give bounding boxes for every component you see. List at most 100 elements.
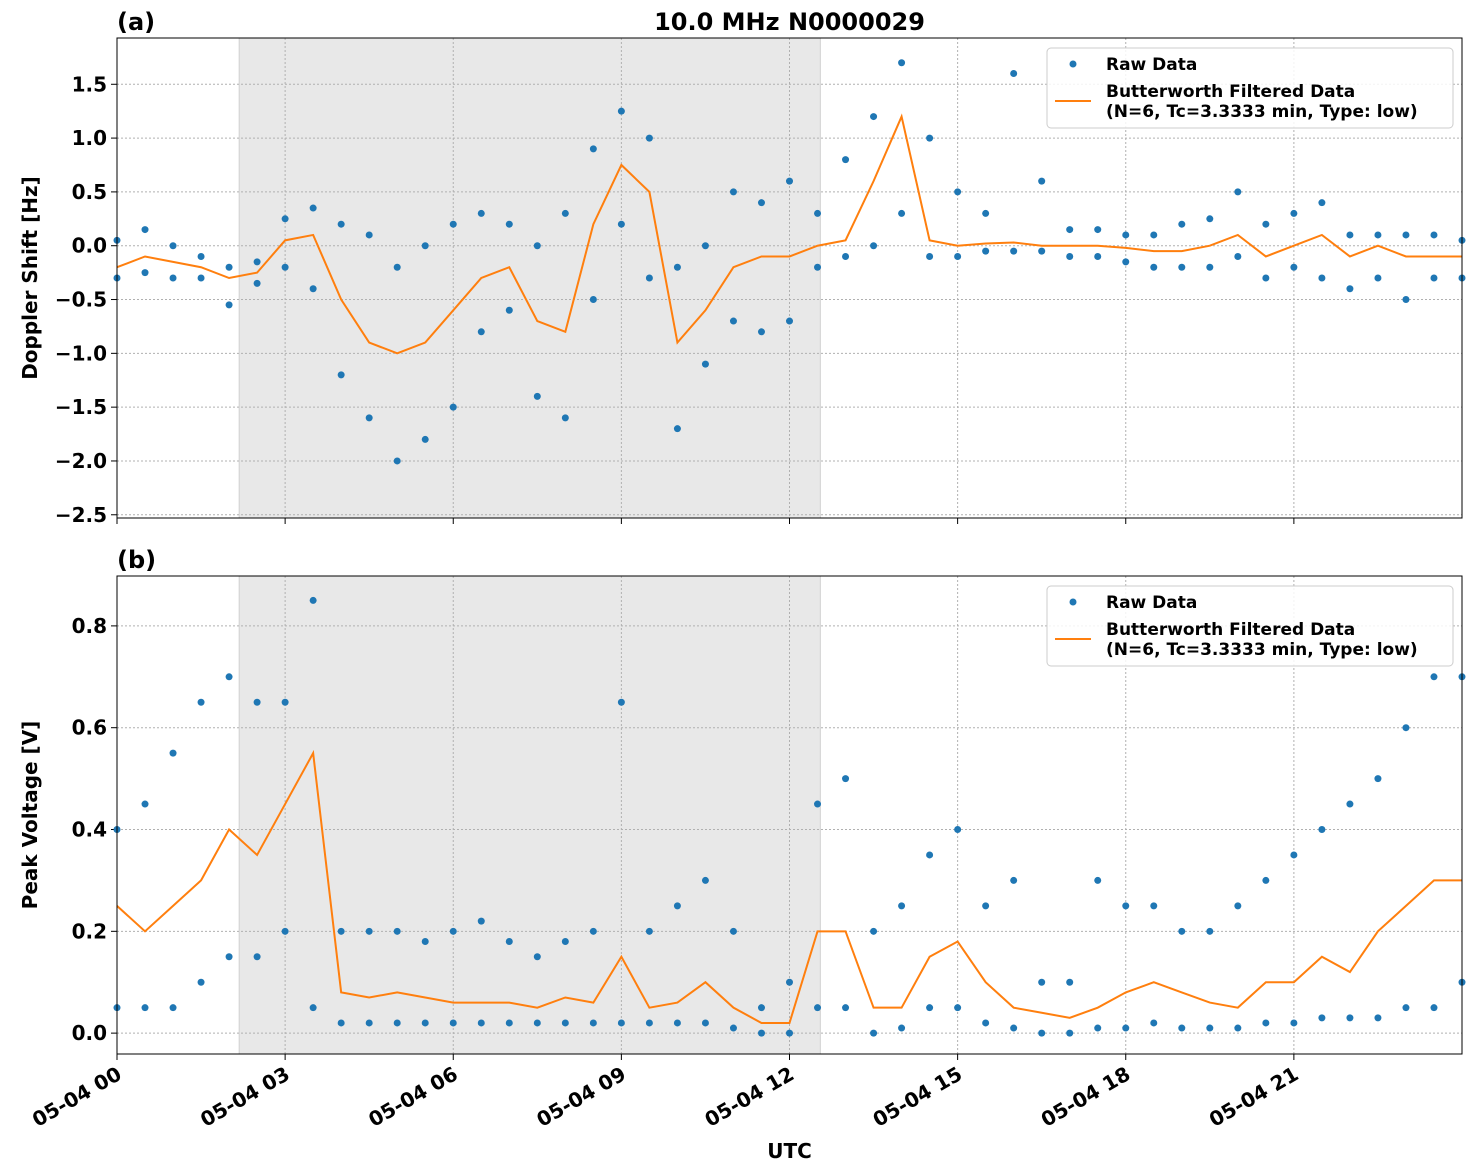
raw-point xyxy=(169,1004,177,1012)
raw-point xyxy=(870,242,878,250)
raw-point xyxy=(393,927,401,935)
raw-point xyxy=(926,1004,934,1012)
raw-point xyxy=(1122,258,1130,266)
plot-frame xyxy=(116,575,1463,1055)
raw-point xyxy=(1150,902,1158,910)
raw-point xyxy=(533,1019,541,1027)
raw-point xyxy=(1178,927,1186,935)
legend-label: Raw Data xyxy=(1106,593,1197,613)
y-tick-label: −2.5 xyxy=(55,503,107,527)
raw-point xyxy=(449,927,457,935)
raw-point xyxy=(1262,220,1270,228)
raw-point xyxy=(729,188,737,196)
raw-point xyxy=(701,876,709,884)
raw-point xyxy=(1206,263,1214,271)
y-tick-label: 0.0 xyxy=(72,234,107,258)
raw-point xyxy=(1122,902,1130,910)
raw-point xyxy=(842,156,850,164)
raw-point xyxy=(1094,226,1102,234)
y-tick-label: 0.0 xyxy=(72,1021,107,1045)
y-tick-label: −1.5 xyxy=(55,395,107,419)
raw-point xyxy=(1430,673,1438,681)
y-tick-label: 0.8 xyxy=(72,614,107,638)
panel: 0.0 0.2 0.4 0.6 0.8 05-04 00 05-04 03 05-04 06 0… xyxy=(18,546,1466,1163)
raw-point xyxy=(365,414,373,422)
raw-point xyxy=(225,673,233,681)
raw-point xyxy=(169,242,177,250)
raw-point xyxy=(1290,851,1298,859)
raw-point xyxy=(1290,263,1298,271)
raw-point xyxy=(1122,1024,1130,1032)
raw-point xyxy=(505,220,513,228)
raw-point xyxy=(982,209,990,217)
raw-point xyxy=(225,301,233,309)
raw-point xyxy=(1150,231,1158,239)
legend-label: Butterworth Filtered Data (N=6, Tc=3.3333… xyxy=(1106,620,1418,660)
raw-point xyxy=(1066,252,1074,260)
raw-point xyxy=(1010,247,1018,255)
raw-point xyxy=(477,209,485,217)
raw-point xyxy=(365,1019,373,1027)
x-tick-label: 05-04 21 xyxy=(1205,1062,1303,1132)
x-tick-label: 05-04 06 xyxy=(364,1062,462,1132)
y-tick-label: −0.5 xyxy=(55,288,107,312)
raw-point xyxy=(645,927,653,935)
raw-point xyxy=(1318,1014,1326,1022)
raw-point xyxy=(701,242,709,250)
raw-point xyxy=(842,1004,850,1012)
raw-point xyxy=(673,902,681,910)
raw-point xyxy=(533,392,541,400)
raw-point xyxy=(645,274,653,282)
raw-point xyxy=(617,698,625,706)
raw-point xyxy=(1346,800,1354,808)
raw-point xyxy=(561,414,569,422)
chart-title: 10.0 MHz N0000029 xyxy=(654,8,925,36)
raw-point xyxy=(701,1019,709,1027)
raw-point xyxy=(1402,296,1410,304)
raw-point xyxy=(1206,215,1214,223)
raw-point xyxy=(1262,274,1270,282)
x-tick-label: 05-04 12 xyxy=(700,1062,798,1132)
raw-point xyxy=(898,1024,906,1032)
raw-point xyxy=(225,263,233,271)
raw-point xyxy=(561,1019,569,1027)
raw-point xyxy=(954,188,962,196)
raw-point xyxy=(197,274,205,282)
raw-point xyxy=(757,328,765,336)
plot-frame xyxy=(116,37,1463,519)
y-tick-label: 0.2 xyxy=(72,919,107,943)
raw-point xyxy=(786,1029,793,1037)
y-axis-label: Peak Voltage [V] xyxy=(18,721,42,910)
raw-point xyxy=(842,775,850,783)
raw-point xyxy=(673,1019,681,1027)
raw-point xyxy=(253,953,261,961)
raw-point xyxy=(814,263,822,271)
raw-point xyxy=(1206,1024,1214,1032)
raw-point xyxy=(1150,1019,1158,1027)
raw-point xyxy=(1402,724,1410,732)
raw-point xyxy=(673,263,681,271)
raw-point xyxy=(309,204,317,212)
raw-point xyxy=(870,113,878,121)
raw-point xyxy=(281,698,289,706)
x-tick-label: 05-04 03 xyxy=(196,1062,294,1132)
raw-point xyxy=(477,917,485,925)
raw-point xyxy=(589,1019,597,1027)
y-tick-label: 0.5 xyxy=(72,180,107,204)
raw-point xyxy=(309,285,317,293)
raw-point xyxy=(1150,263,1158,271)
raw-point xyxy=(1178,263,1186,271)
raw-point xyxy=(757,1004,765,1012)
raw-point xyxy=(982,902,990,910)
raw-point xyxy=(421,1019,429,1027)
raw-point xyxy=(701,360,709,368)
raw-point xyxy=(1402,231,1410,239)
filtered-line xyxy=(116,749,1462,1024)
raw-point xyxy=(1262,1019,1270,1027)
raw-point xyxy=(393,1019,401,1027)
raw-point xyxy=(617,1019,625,1027)
raw-point xyxy=(1374,231,1382,239)
raw-point xyxy=(982,247,990,255)
raw-point xyxy=(1038,247,1046,255)
raw-point xyxy=(1290,1019,1298,1027)
